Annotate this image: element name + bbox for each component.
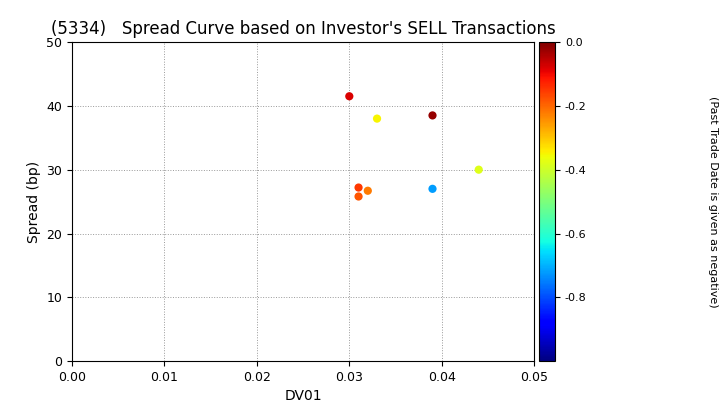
Point bbox=[473, 166, 485, 173]
Point bbox=[427, 112, 438, 119]
Point bbox=[372, 115, 383, 122]
Point bbox=[343, 93, 355, 100]
X-axis label: DV01: DV01 bbox=[284, 389, 322, 404]
Y-axis label: Spread (bp): Spread (bp) bbox=[27, 160, 41, 243]
Point bbox=[362, 187, 374, 194]
Point bbox=[353, 184, 364, 191]
Point bbox=[353, 193, 364, 200]
Y-axis label: Time in years between 6/6/2025 and Trade Date
(Past Trade Date is given as negat: Time in years between 6/6/2025 and Trade… bbox=[708, 67, 720, 336]
Point bbox=[427, 186, 438, 192]
Title: (5334)   Spread Curve based on Investor's SELL Transactions: (5334) Spread Curve based on Investor's … bbox=[50, 20, 555, 38]
